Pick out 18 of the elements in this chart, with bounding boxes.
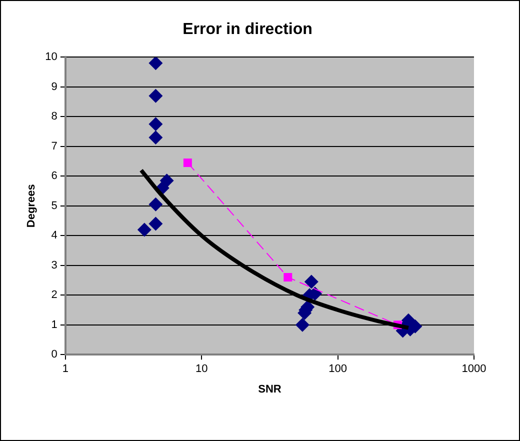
x-tick-label: 1 [62,363,68,376]
y-tick-label: 9 [51,80,58,93]
y-tick-label: 5 [51,200,58,212]
y-tick-label: 7 [51,140,58,152]
y-tick-label: 3 [51,259,58,272]
y-axis-title: Degrees [26,184,38,228]
y-tick-label: 10 [45,51,58,64]
y-tick-label: 8 [51,110,58,123]
chart-title: Error in direction [182,21,312,38]
y-tick-label: 4 [51,230,58,242]
x-tick-label: 100 [328,363,347,376]
y-tick-label: 6 [51,170,58,182]
x-tick-label: 1000 [462,363,486,376]
y-tick-label: 2 [51,289,58,302]
y-tick-label: 1 [51,318,58,331]
x-axis-title: SNR [258,383,282,396]
y-tick-label: 0 [51,348,58,361]
x-tick-label: 10 [196,363,208,376]
